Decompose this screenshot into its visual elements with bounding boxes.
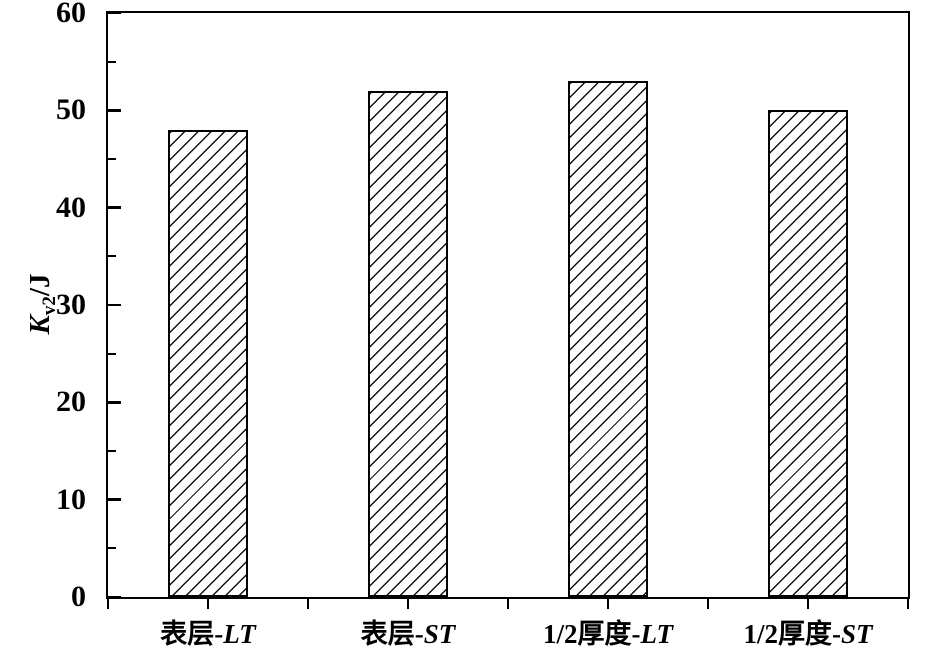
bar-st-3 — [768, 110, 848, 597]
plot-area: Kv2/J 0 10 20 30 40 50 60 表层-LT 表层-ST 1/2厚度-LT 1/2… — [24, 0, 910, 649]
y-minor-tick — [108, 352, 116, 355]
y-major-tick — [108, 109, 121, 112]
y-minor-tick — [108, 60, 116, 63]
y-minor-tick — [108, 449, 116, 453]
x-tick — [106, 597, 110, 609]
y-tick-label: 30 — [56, 288, 86, 321]
x-category-label-suffix: LT — [640, 619, 674, 649]
bar-lt-2 — [568, 81, 648, 597]
x-category-label-prefix: 1/2厚度- — [743, 619, 841, 649]
y-tick-label: 0 — [71, 580, 86, 613]
x-tick — [406, 597, 410, 609]
x-category-label: 表层-LT — [108, 616, 308, 652]
x-category-label-suffix: ST — [423, 619, 456, 649]
x-tick — [706, 597, 710, 609]
y-major-tick — [108, 595, 121, 599]
y-minor-tick — [108, 157, 116, 161]
y-major-tick — [108, 401, 121, 404]
x-category-label-prefix: 表层- — [160, 619, 224, 649]
x-tick — [306, 597, 310, 609]
y-tick-label: 20 — [56, 385, 86, 419]
y-major-tick — [108, 11, 121, 15]
y-minor-tick — [108, 547, 116, 550]
bar-lt-0 — [168, 129, 248, 597]
y-major-tick — [108, 206, 121, 209]
x-category-label: 1/2厚度-ST — [708, 616, 908, 652]
x-category-label-suffix: LT — [223, 619, 256, 649]
x-category-label: 表层-ST — [308, 616, 508, 652]
x-tick — [506, 597, 510, 609]
x-tick — [806, 597, 810, 609]
x-category-label-prefix: 表层- — [360, 619, 424, 649]
x-category-label-suffix: ST — [840, 619, 873, 649]
y-minor-tick — [108, 255, 116, 258]
y-tick-label: 60 — [56, 0, 86, 29]
x-tick — [906, 597, 910, 609]
x-category-label: 1/2厚度-LT — [508, 616, 708, 652]
y-tick-label: 10 — [56, 482, 86, 516]
y-tick-label: 40 — [56, 190, 86, 224]
x-tick — [606, 597, 610, 609]
bar-st-1 — [368, 90, 448, 597]
x-tick — [206, 597, 210, 609]
y-major-tick — [108, 498, 121, 501]
y-tick-label: 50 — [56, 93, 86, 127]
x-category-label-prefix: 1/2厚度- — [543, 619, 641, 649]
y-major-tick — [108, 303, 121, 307]
